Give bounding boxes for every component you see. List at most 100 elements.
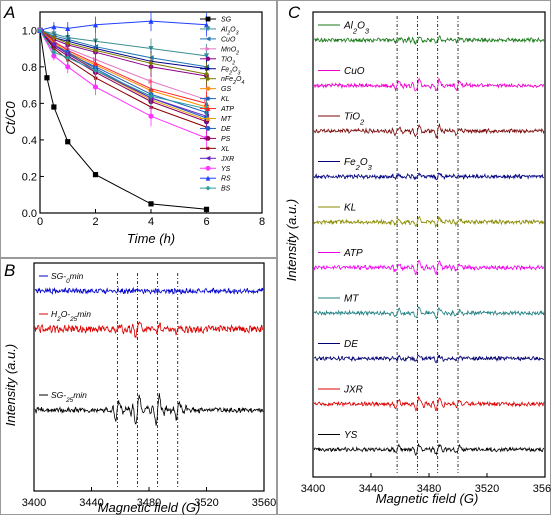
data-point-JXR	[51, 42, 57, 48]
series-line-CuO	[39, 29, 207, 68]
legend-marker	[205, 96, 211, 101]
legend-marker	[205, 46, 211, 52]
panel-b-plot: SG-0min H2O-25min SG-25min 3400 3440 3480 352…	[3, 262, 276, 515]
legend-marker	[205, 126, 211, 131]
series-line-XL	[39, 29, 207, 128]
panel-b-xtick-label: 3400	[22, 497, 46, 509]
trace-label-DE: DE	[344, 339, 358, 350]
trace-line-ATP	[313, 260, 545, 276]
legend-marker	[205, 175, 211, 181]
panel-c-xtick-label: 3440	[359, 483, 383, 495]
series-YS	[37, 27, 210, 150]
trace-label-SG-0min: SG-0min	[51, 271, 84, 285]
panel-c-ylabel: Intensity (a.u.)	[284, 199, 299, 281]
panel-a-xtick-label: 8	[259, 216, 265, 228]
panel-a-xtick-label: 0	[37, 216, 43, 228]
trace-label-Al2O3: Al2O3	[343, 21, 370, 36]
trace-line-MT	[313, 306, 545, 320]
legend-marker	[205, 66, 211, 71]
legend-marker	[205, 36, 211, 42]
trace-label-MT: MT	[344, 294, 359, 305]
panel-a-ytick-label: 0.6	[22, 98, 37, 110]
legend-marker	[205, 56, 211, 62]
legend-label-ATP: ATP	[220, 106, 234, 113]
panel-b-xtick-label: 3440	[79, 497, 103, 509]
series-line-nFe2O4	[39, 29, 207, 75]
legend-marker	[205, 116, 211, 121]
legend-marker	[205, 16, 211, 22]
trace-ATP: ATP	[313, 248, 545, 276]
data-point-nFe2O4	[148, 60, 154, 66]
data-point-BS	[148, 93, 154, 99]
data-point-YS	[92, 84, 99, 90]
legend-label-BS: BS	[221, 186, 231, 193]
trace-line-TiO2	[313, 123, 545, 139]
legend-label-CuO: CuO	[221, 36, 236, 43]
series-line-MT	[39, 29, 207, 121]
data-point-SG	[92, 172, 99, 178]
legend-label-SG: SG	[221, 17, 232, 24]
panel-c-xtick-label: 3520	[475, 483, 499, 495]
series-RS	[37, 11, 210, 37]
panel-c-xlabel: Magnetic field (G)	[376, 491, 479, 506]
panel-a-ytick-label: 1.0	[22, 25, 37, 37]
legend-label-PS: PS	[221, 136, 231, 143]
trace-H2O-25min: H2O-25min	[34, 309, 264, 339]
panel-a-xtick-label: 2	[92, 216, 98, 228]
data-point-SG	[203, 206, 210, 212]
trace-line-KL	[313, 215, 545, 228]
legend-label-MnO2: MnO2	[221, 46, 239, 56]
data-point-SG	[65, 139, 71, 145]
trace-line-YS	[313, 442, 545, 457]
panel-b-xtick-label: 3520	[194, 497, 218, 509]
trace-label-SG-25min: SG-25min	[51, 390, 87, 404]
data-point-BS	[65, 55, 71, 61]
trace-Fe2O3: Fe2O3	[313, 157, 544, 181]
trace-SG-0min: SG-0min	[34, 271, 264, 296]
panel-a-letter: A	[3, 3, 15, 22]
trace-line-JXR	[313, 395, 545, 412]
panel-a-ytick-label: 0.0	[22, 208, 37, 220]
panel-a-ytick-label: 0.8	[22, 62, 37, 74]
data-point-RS	[51, 24, 57, 30]
trace-line-CuO	[313, 77, 545, 92]
trace-line-Fe2O3	[313, 172, 544, 181]
legend-marker	[205, 106, 211, 111]
panel-c-xtick-label: 3480	[417, 483, 441, 495]
data-point-RS	[92, 22, 99, 28]
panel-a-ytick-label: 0.2	[22, 171, 37, 183]
panel-a-xtick-label: 4	[148, 216, 154, 228]
legend-label-XL: XL	[220, 146, 230, 153]
legend-marker	[205, 136, 211, 141]
trace-CuO: CuO	[313, 66, 545, 92]
series-line-YS	[39, 30, 207, 139]
data-point-BS	[92, 67, 99, 74]
trace-TiO2: TiO2	[313, 112, 545, 139]
panel-a-frame	[0, 0, 277, 258]
data-point-SG	[44, 75, 50, 81]
data-point-SG	[148, 201, 154, 207]
panel-c-xtick-label: 3560	[533, 483, 551, 495]
panel-b-xtick-label: 3560	[252, 497, 276, 509]
legend-label-Al2O3: Al2O3	[220, 26, 239, 36]
data-point-nFe2O4	[203, 71, 210, 77]
series-line-RS	[39, 20, 207, 31]
legend-label-Fe2O3: Fe2O3	[221, 66, 241, 76]
panel-c-plot: Al2O3 CuO TiO2 Fe2O3 KL ATP MT DE JXR YS 3400 3440…	[284, 11, 551, 506]
legend-label-MT: MT	[221, 116, 232, 123]
trace-label-ATP: ATP	[343, 248, 363, 259]
panel-b-axes-box	[33, 262, 265, 492]
data-point-YS	[148, 113, 154, 119]
series-line-Al2O3	[39, 29, 207, 57]
legend-label-DE: DE	[221, 126, 231, 133]
data-point-RS	[148, 18, 154, 24]
legend-label-JXR: JXR	[220, 156, 234, 163]
trace-label-YS: YS	[344, 430, 358, 441]
legend-marker	[205, 145, 211, 151]
series-BS	[37, 27, 210, 121]
legend-marker	[205, 86, 211, 91]
trace-line-SG-25min	[34, 393, 264, 426]
trace-label-Fe2O3: Fe2O3	[344, 157, 373, 172]
legend-label-KL: KL	[221, 96, 230, 103]
